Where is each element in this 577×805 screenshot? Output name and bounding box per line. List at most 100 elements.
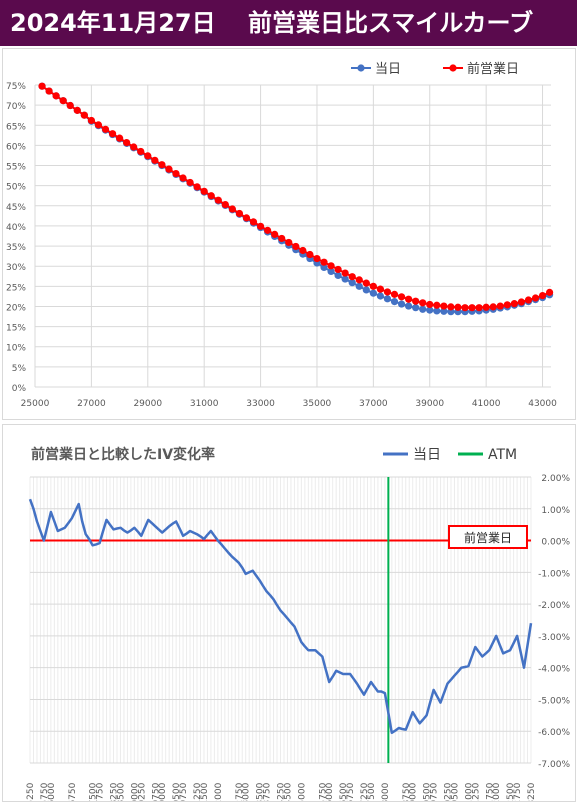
x-tick-label: 36500 xyxy=(339,782,349,801)
data-point xyxy=(503,301,511,309)
data-point xyxy=(355,282,363,290)
data-point xyxy=(73,106,81,114)
x-tick-label: 41000 xyxy=(472,399,501,409)
x-tick-label: 31500 xyxy=(200,782,210,801)
data-point xyxy=(468,304,476,312)
x-tick-label: 29000 xyxy=(133,399,162,409)
x-tick-label: 36000 xyxy=(325,782,335,801)
data-point xyxy=(482,303,490,311)
data-point xyxy=(228,205,236,213)
x-tick-label: 34250 xyxy=(277,782,287,801)
data-point xyxy=(369,282,377,290)
x-tick-label: 29000 xyxy=(130,782,140,801)
x-tick-label: 33000 xyxy=(242,782,252,801)
data-point xyxy=(433,301,441,309)
y-tick-label: 20% xyxy=(6,303,26,313)
data-point xyxy=(80,111,88,119)
legend-marker xyxy=(357,64,365,72)
x-tick-label: 35750 xyxy=(318,782,328,801)
legend-label: 当日 xyxy=(413,447,441,463)
data-point xyxy=(200,187,208,195)
data-point xyxy=(531,294,540,302)
data-point xyxy=(278,234,286,243)
y-tick-label: 30% xyxy=(6,263,26,273)
y-tick-label: 10% xyxy=(6,344,26,354)
x-tick-label: 39000 xyxy=(415,399,444,409)
data-point xyxy=(334,271,342,280)
y-tick-label: -4.00% xyxy=(538,665,570,675)
data-point xyxy=(123,138,131,147)
data-point xyxy=(264,226,272,234)
x-tick-label: 30750 xyxy=(179,782,189,801)
data-point xyxy=(115,134,124,142)
y-tick-label: -1.00% xyxy=(538,569,570,579)
x-tick-label: 27000 xyxy=(77,399,106,409)
data-point xyxy=(510,300,518,308)
iv-change-panel: 2.00% 1.00% 0.00% -1.00% -2.00% -3.00% -4.00% -… xyxy=(2,424,576,805)
data-point xyxy=(397,293,406,301)
x-tick-label: 41000 xyxy=(464,782,474,801)
x-tick-label: 26750 xyxy=(68,782,78,801)
data-point xyxy=(256,222,265,230)
data-point xyxy=(397,300,406,308)
y-tick-label: 0% xyxy=(12,384,27,394)
data-point xyxy=(369,289,377,297)
data-point xyxy=(383,295,392,303)
data-point xyxy=(538,291,547,300)
x-tick-label: 35000 xyxy=(303,399,332,409)
y-tick-label: 1.00% xyxy=(541,506,570,516)
x-tick-label: 32750 xyxy=(235,782,245,801)
x-tick-label: 30000 xyxy=(158,782,168,801)
data-point xyxy=(405,302,413,310)
data-point xyxy=(383,288,392,296)
data-point xyxy=(186,178,194,187)
page-header: 2024年11月27日 前営業日比スマイルカーブ xyxy=(0,0,577,46)
series-line-0 xyxy=(28,498,533,735)
y-tick-label: -3.00% xyxy=(538,633,570,643)
y-tick-label: 75% xyxy=(6,82,26,92)
x-tick-label: 39500 xyxy=(423,782,433,801)
data-point xyxy=(334,265,342,274)
y-tick-label: 35% xyxy=(6,243,26,253)
y-tick-label: 55% xyxy=(6,163,26,173)
data-point xyxy=(320,263,328,272)
x-tick-label: 28250 xyxy=(110,782,120,801)
y-tick-label: 15% xyxy=(6,324,26,334)
data-point xyxy=(306,250,314,259)
x-tick-label: 35000 xyxy=(297,782,307,801)
y-tick-label: -7.00% xyxy=(538,760,570,770)
x-tick-label: 30500 xyxy=(172,782,182,801)
data-point xyxy=(341,275,349,283)
data-point xyxy=(517,298,525,306)
data-point xyxy=(101,125,110,133)
data-point xyxy=(433,307,441,315)
x-tick-label: 40250 xyxy=(444,782,454,801)
data-point xyxy=(348,279,356,287)
data-point xyxy=(108,130,117,138)
data-point xyxy=(440,307,448,315)
data-point xyxy=(45,87,53,95)
data-point xyxy=(94,121,103,129)
data-point xyxy=(454,303,462,311)
x-tick-label: 37000 xyxy=(359,399,388,409)
y-tick-label: 40% xyxy=(6,223,26,233)
data-point xyxy=(327,262,335,270)
data-point xyxy=(390,290,399,298)
data-point xyxy=(489,303,497,311)
x-tick-label: 39000 xyxy=(409,782,419,801)
y-tick-label: 0.00% xyxy=(541,538,570,548)
data-point xyxy=(320,258,328,266)
x-tick-label: 25250 xyxy=(26,782,36,801)
data-point xyxy=(285,238,293,247)
x-tick-label: 33750 xyxy=(263,782,273,801)
series-line-0 xyxy=(41,85,550,313)
data-point xyxy=(545,288,554,296)
y-tick-label: 25% xyxy=(6,283,26,293)
legend-label: 前営業日 xyxy=(467,61,519,77)
data-point xyxy=(292,242,300,251)
legend-label: ATM xyxy=(488,447,517,463)
data-point xyxy=(165,165,173,173)
x-tick-label: 36750 xyxy=(346,782,356,801)
x-tick-label: 27750 xyxy=(96,782,106,801)
series-line-1 xyxy=(41,85,551,309)
